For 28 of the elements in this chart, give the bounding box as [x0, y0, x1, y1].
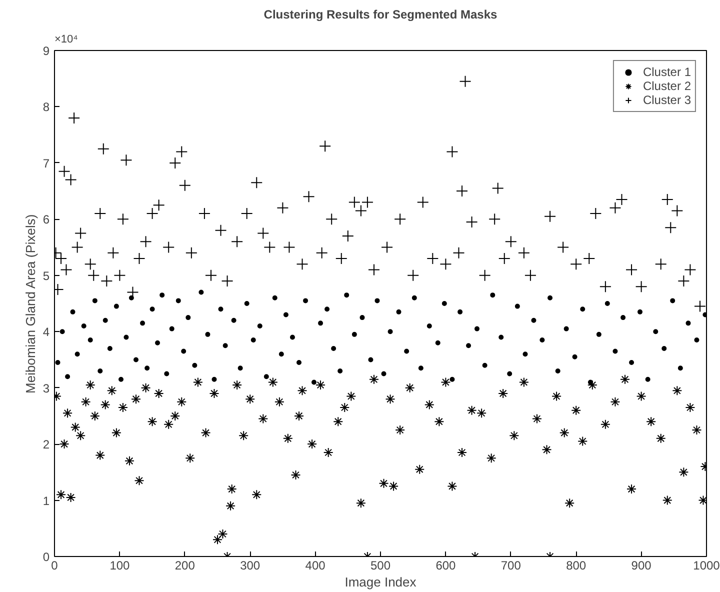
x-tick-label: 1000: [693, 558, 720, 572]
y-tick-label: 8: [42, 100, 50, 114]
x-tick-label: 0: [51, 558, 58, 572]
y-tick-label: 6: [42, 212, 50, 227]
y-tick-label: 2: [42, 438, 50, 452]
x-tick-label: 900: [631, 558, 652, 572]
x-tick-label: 500: [370, 558, 391, 572]
x-axis-title: Image Index: [344, 574, 417, 590]
chart-title: Clustering Results for Segmented Masks: [264, 8, 498, 22]
x-tick-label: 400: [305, 558, 326, 572]
y-tick-label: 7: [42, 156, 50, 170]
x-tick-label: 100: [110, 558, 130, 572]
y-tick-label: 0: [42, 550, 50, 564]
x-tick-label: 600: [436, 558, 456, 572]
y-tick-label: 4: [42, 325, 50, 340]
legend-label: Cluster 3: [642, 93, 691, 107]
y-tick-label: 5: [42, 268, 50, 283]
legend-label: Cluster 1: [642, 65, 691, 79]
y-tick-label: 3: [42, 381, 50, 396]
x-tick-label: 700: [500, 558, 522, 572]
y-axis-title: Meibomian Gland Area (Pixels): [22, 214, 38, 394]
x-tick-label: 800: [566, 558, 586, 572]
y-tick-label: 1: [42, 494, 50, 508]
legend-label: Cluster 2: [642, 79, 691, 93]
x-tick-label: 200: [174, 558, 196, 572]
y-tick-label: 9: [42, 44, 50, 58]
text: ×10⁴: [54, 34, 78, 46]
x-tick-label: 300: [240, 558, 260, 572]
